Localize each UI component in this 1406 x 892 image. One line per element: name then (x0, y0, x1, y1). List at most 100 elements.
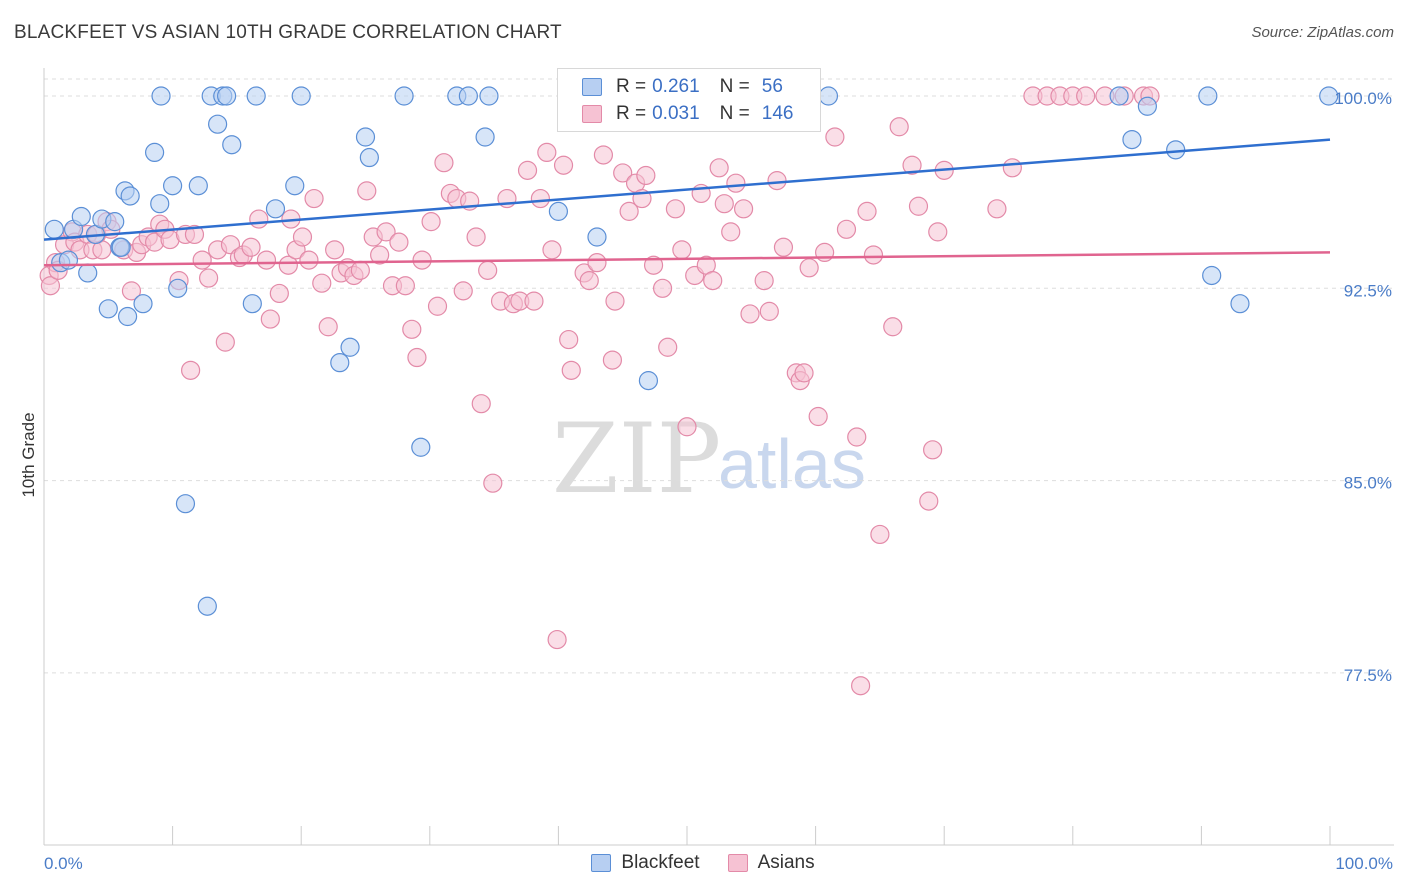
blackfeet-point (458, 86, 478, 106)
blackfeet-point (1122, 129, 1142, 150)
asian-point (453, 281, 473, 301)
asian-point (278, 255, 298, 275)
blackfeet-point (411, 437, 431, 457)
asian-point (376, 222, 396, 242)
blackfeet-point (222, 135, 242, 155)
series-legend: Blackfeet Asians (0, 852, 1406, 874)
asian-point (524, 291, 544, 311)
asian-point (808, 406, 828, 427)
asian-point (537, 142, 557, 163)
asian-point (389, 232, 409, 252)
blackfeet-point (479, 86, 499, 106)
asian-point (256, 250, 277, 270)
legend-item-asians: Asians (727, 852, 815, 874)
asian-point (215, 332, 235, 352)
r-value-blackfeet: 0.261 (652, 76, 700, 97)
asian-point (602, 350, 623, 370)
y-tick-label: 77.5% (1344, 666, 1392, 685)
blackfeet-trend-line (43, 138, 1331, 241)
blackfeet-point (548, 201, 569, 221)
asian-point (851, 676, 871, 696)
blackfeet-point (133, 294, 153, 314)
x-tick-label: 0.0% (44, 854, 83, 873)
asian-point (260, 309, 280, 329)
asian-point (593, 145, 614, 165)
asian-point (923, 440, 943, 460)
asian-point (407, 347, 427, 368)
asian-point (199, 268, 219, 288)
asian-point (665, 199, 686, 219)
asian-point (658, 337, 678, 357)
blackfeet-point (151, 86, 171, 106)
asian-point (412, 250, 432, 270)
asian-point (863, 245, 884, 265)
blackfeet-point (163, 176, 183, 196)
axes (43, 68, 1394, 846)
blackfeet-point (242, 294, 262, 314)
blackfeet-point (71, 206, 91, 227)
blackfeet-point (150, 194, 170, 214)
blackfeet-point (587, 227, 607, 247)
blackfeet-point (117, 306, 138, 327)
asian-point (847, 427, 867, 447)
asian-point (1076, 86, 1096, 106)
asian-point (269, 283, 289, 304)
asian-point (427, 296, 448, 316)
blackfeet-swatch (582, 78, 602, 96)
asian-point (857, 201, 877, 221)
blackfeet-legend-swatch (591, 854, 612, 872)
chart-title: BLACKFEET VS ASIAN 10TH GRADE CORRELATIO… (14, 22, 562, 43)
asian-point (579, 271, 599, 291)
blackfeet-point (168, 278, 188, 298)
blackfeet-point (475, 127, 495, 147)
asian-point (561, 360, 581, 380)
asian-point (370, 245, 390, 265)
blackfeet-point (265, 199, 286, 219)
asian-point (928, 222, 948, 242)
blackfeet-point (1230, 294, 1250, 314)
blackfeet-point (1319, 86, 1339, 106)
blackfeet-point (58, 250, 79, 270)
watermark-zip: ZIP (552, 403, 721, 515)
asian-point (709, 158, 729, 178)
asian-point (192, 250, 212, 270)
blackfeet-point (111, 237, 131, 257)
asian-point (799, 258, 819, 278)
asian-point (652, 278, 673, 298)
asians-legend-label: Asians (757, 852, 815, 873)
asians-swatch (582, 105, 602, 123)
blackfeet-point (208, 114, 228, 134)
asian-point (471, 394, 491, 414)
blackfeet-point (197, 596, 217, 616)
blackfeet-point (98, 299, 118, 319)
blackfeet-point (285, 176, 305, 196)
asian-point (883, 317, 903, 337)
asians-trend-line (43, 251, 1331, 267)
asian-point (325, 240, 345, 260)
blackfeet-point (246, 86, 266, 106)
asian-point (304, 188, 324, 209)
asian-point (434, 153, 454, 173)
blackfeet-legend-label: Blackfeet (621, 852, 700, 873)
n-label: N = (719, 76, 750, 97)
blackfeet-point (394, 86, 414, 106)
asian-point (483, 473, 503, 493)
asian-point (587, 253, 607, 273)
asian-point (759, 301, 779, 321)
asian-point (902, 155, 922, 175)
asian-point (299, 250, 319, 270)
x-tick-labels: 0.0% 100.0% (44, 854, 1393, 873)
asian-point (181, 360, 201, 380)
legend-row-blackfeet: R = 0.261 N = 56 (582, 75, 783, 99)
asian-point (721, 222, 741, 242)
blackfeet-point (120, 186, 140, 206)
x-tick-label: 100.0% (1335, 854, 1393, 873)
asian-point (703, 271, 723, 291)
watermark-atlas: atlas (718, 425, 866, 503)
asian-point (466, 227, 486, 247)
asian-point (754, 271, 774, 291)
y-tick-label: 85.0% (1344, 474, 1392, 493)
blackfeet-point (1109, 86, 1129, 106)
asian-point (241, 237, 261, 257)
asian-point (530, 188, 550, 209)
